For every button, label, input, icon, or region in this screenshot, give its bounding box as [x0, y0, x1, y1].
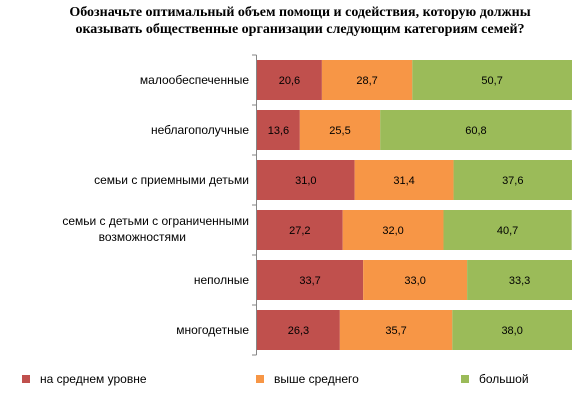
- bar-segment: [467, 260, 572, 300]
- bar-segment: [257, 210, 343, 250]
- legend-item: выше среднего: [256, 372, 359, 386]
- data-label: 40,7: [497, 225, 518, 237]
- bar-segment: [257, 260, 364, 300]
- legend-swatch: [461, 375, 469, 383]
- data-label: 13,6: [268, 125, 289, 137]
- data-label: 33,3: [509, 275, 530, 287]
- chart-legend: на среднем уровне выше среднего большой: [0, 372, 575, 392]
- category-label: семьи с детьми с ограниченными возможност…: [62, 214, 249, 244]
- legend-swatch: [256, 375, 264, 383]
- bar-segment: [257, 160, 355, 200]
- data-label: 38,0: [501, 325, 522, 337]
- bar-segment: [257, 110, 300, 150]
- data-label: 37,6: [502, 175, 523, 187]
- data-label: 20,6: [279, 75, 300, 87]
- bar-segment: [257, 60, 322, 100]
- data-label: 26,3: [288, 325, 309, 337]
- legend-label: выше среднего: [274, 372, 359, 386]
- data-label: 31,4: [393, 175, 414, 187]
- data-label: 33,0: [404, 275, 425, 287]
- legend-item: на среднем уровне: [22, 372, 147, 386]
- legend-label: на среднем уровне: [40, 372, 147, 386]
- data-label: 35,7: [385, 325, 406, 337]
- legend-swatch: [22, 375, 30, 383]
- legend-item: большой: [461, 372, 529, 386]
- bar-segment: [363, 260, 468, 300]
- category-label: многодетные: [176, 323, 249, 337]
- data-label: 31,0: [295, 175, 316, 187]
- data-label: 50,7: [481, 75, 502, 87]
- bar-segment: [257, 310, 340, 350]
- bar-segment: [342, 210, 444, 250]
- bar-segment: [321, 60, 413, 100]
- data-label: 33,7: [299, 275, 320, 287]
- bar-segment: [299, 110, 381, 150]
- legend-label: большой: [479, 372, 529, 386]
- bar-segment: [453, 160, 572, 200]
- chart-title: Обозначьте оптимальный объем помощи и со…: [69, 5, 531, 37]
- bar-segment: [412, 60, 572, 100]
- bar-segment: [452, 310, 572, 350]
- category-label: неблагополучные: [151, 123, 249, 137]
- bar-segment: [354, 160, 454, 200]
- bar-segment: [339, 310, 453, 350]
- data-label: 27,2: [289, 225, 310, 237]
- chart-plot: малообеспеченные неблагополучные семьи с п…: [62, 54, 572, 356]
- category-label: неполные: [194, 273, 249, 287]
- data-label: 25,5: [329, 125, 350, 137]
- data-label: 60,8: [465, 125, 486, 137]
- category-label: семьи с приемными детьми: [94, 173, 249, 187]
- data-label: 28,7: [356, 75, 377, 87]
- bar-segment: [380, 110, 572, 150]
- category-label: малообеспеченные: [140, 73, 249, 87]
- bar-segment: [443, 210, 572, 250]
- data-label: 32,0: [382, 225, 403, 237]
